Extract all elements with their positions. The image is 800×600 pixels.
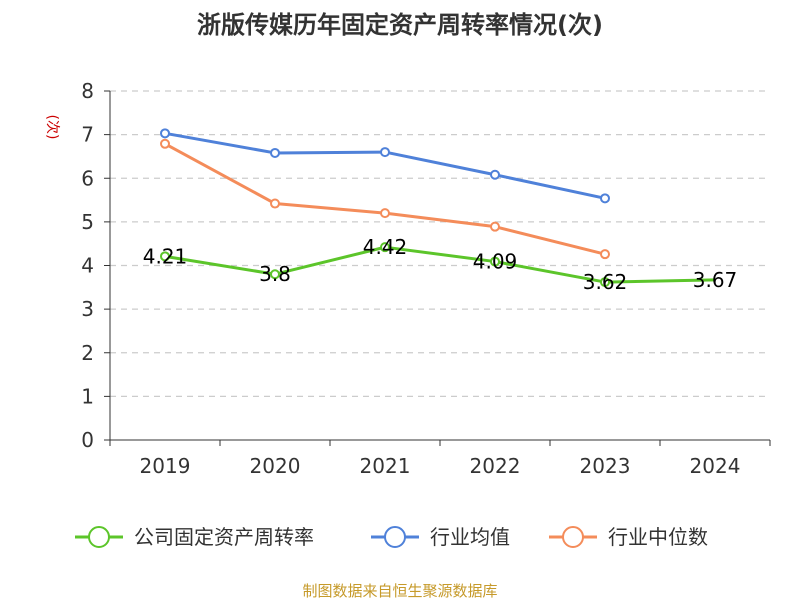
y-tick-label-7: 7: [81, 123, 94, 147]
y-tick-label-5: 5: [81, 210, 94, 234]
y-tick-label-0: 0: [81, 428, 94, 452]
data-point-s1-2020: [270, 147, 280, 158]
legend-label: 公司固定资产周转率: [134, 525, 314, 549]
legend-label: 行业均值: [430, 525, 510, 549]
legend-item-1[interactable]: 行业均值: [371, 525, 510, 549]
data-label-2022: 4.09: [473, 250, 518, 274]
y-tick-label-8: 8: [81, 79, 94, 103]
legend-item-0[interactable]: 公司固定资产周转率: [75, 525, 314, 549]
x-tick-label-2023: 2023: [580, 454, 631, 478]
legend[interactable]: 公司固定资产周转率 行业均值 行业中位数: [75, 525, 708, 549]
data-point-s2-2021: [380, 208, 390, 219]
series-layer: [160, 128, 716, 288]
y-tick-label-6: 6: [81, 166, 94, 190]
data-point-s0-2023: [600, 277, 610, 288]
y-axis-label: (次): [44, 115, 60, 140]
data-point-s0-2020: [270, 269, 280, 280]
data-point-s2-2019: [160, 138, 170, 149]
data-point-s1-2019: [160, 128, 170, 139]
x-tick-label-2024: 2024: [690, 454, 741, 478]
series-line-1: [164, 131, 606, 200]
data-point-s2-2023: [600, 249, 610, 260]
y-tick-label-3: 3: [81, 297, 94, 321]
legend-marker-icon: [88, 526, 110, 548]
data-source-note: 制图数据来自恒生聚源数据库: [302, 582, 497, 600]
x-tick-label-2022: 2022: [470, 454, 521, 478]
data-point-s2-2022: [490, 221, 500, 232]
axes: 0 1 2 3 4 5 6 7 8 2019 2020 2021 2022 2023 2024: [81, 79, 771, 478]
y-tick-label-2: 2: [81, 341, 94, 365]
data-point-s1-2021: [380, 147, 390, 158]
data-point-s1-2023: [600, 193, 610, 204]
data-label-2021: 4.42: [363, 235, 408, 259]
y-tick-label-4: 4: [81, 254, 94, 278]
x-tick-label-2020: 2020: [250, 454, 301, 478]
data-point-s0-2021: [380, 242, 390, 253]
series-line-0: [164, 245, 716, 284]
legend-label: 行业中位数: [608, 525, 708, 549]
data-point-s0-2019: [160, 251, 170, 262]
data-label-2020: 3.8: [259, 262, 291, 286]
legend-marker-icon: [562, 526, 584, 548]
x-tick-label-2019: 2019: [140, 454, 191, 478]
x-tick-label-2021: 2021: [360, 454, 411, 478]
data-labels: 4.21 3.8 4.42 4.09 3.62 3.67: [143, 235, 738, 294]
data-label-2019: 4.21: [143, 244, 188, 268]
y-tick-label-1: 1: [81, 384, 94, 408]
data-label-2023: 3.62: [583, 270, 628, 294]
legend-marker-icon: [384, 526, 406, 548]
data-point-s0-2022: [490, 256, 500, 267]
grid-lines: [110, 90, 770, 397]
data-label-2024: 3.67: [693, 268, 738, 292]
data-point-s2-2020: [270, 198, 280, 209]
legend-item-2[interactable]: 行业中位数: [549, 525, 708, 549]
data-point-s1-2022: [490, 169, 500, 180]
chart-title: 浙版传媒历年固定资产周转率情况(次): [197, 11, 603, 39]
